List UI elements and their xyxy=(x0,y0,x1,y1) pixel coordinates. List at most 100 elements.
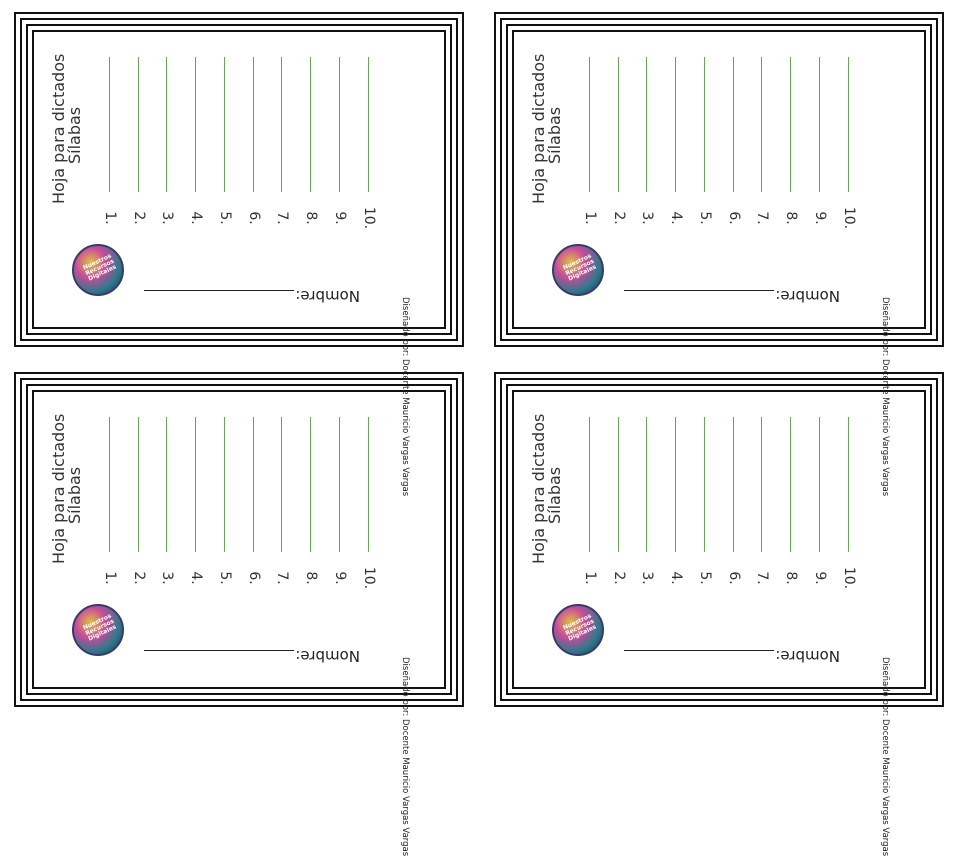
writing-line[interactable] xyxy=(310,417,311,552)
item-number: 5. xyxy=(697,571,713,585)
writing-line[interactable] xyxy=(109,417,110,552)
writing-line[interactable] xyxy=(848,57,849,192)
item-number: 2. xyxy=(131,211,147,225)
card-border xyxy=(26,24,452,335)
writing-line[interactable] xyxy=(339,417,340,552)
item-number: 4. xyxy=(668,211,684,225)
name-line xyxy=(144,290,294,291)
writing-line[interactable] xyxy=(618,57,619,192)
writing-line[interactable] xyxy=(646,57,647,192)
item-number: 9. xyxy=(812,211,828,225)
writing-line[interactable] xyxy=(166,417,167,552)
name-line xyxy=(624,290,774,291)
item-number: 10. xyxy=(361,566,377,590)
writing-line[interactable] xyxy=(704,57,705,192)
writing-line[interactable] xyxy=(339,57,340,192)
writing-line[interactable] xyxy=(618,417,619,552)
worksheet-card: Hoja para dictados Sílabas Diseñado por: D… xyxy=(14,372,464,856)
item-number: 8. xyxy=(303,571,319,585)
logo-text: Nuestros Recursos Digitales xyxy=(81,252,118,283)
writing-line[interactable] xyxy=(790,417,791,552)
name-field[interactable]: Nombre: xyxy=(134,639,360,669)
item-number: 6. xyxy=(726,211,742,225)
worksheet-card: Hoja para dictados Sílabas Diseñado por: D… xyxy=(494,12,944,496)
item-number: 3. xyxy=(159,211,175,225)
writing-line[interactable] xyxy=(675,57,676,192)
writing-line[interactable] xyxy=(675,417,676,552)
card-border xyxy=(494,12,944,347)
writing-line[interactable] xyxy=(109,57,110,192)
worksheet-subtitle: Sílabas xyxy=(545,466,564,524)
writing-line[interactable] xyxy=(138,417,139,552)
item-number: 2. xyxy=(611,211,627,225)
writing-line[interactable] xyxy=(733,417,734,552)
name-field[interactable]: Nombre: xyxy=(614,639,840,669)
item-number: 9. xyxy=(332,211,348,225)
item-number: 10. xyxy=(841,566,857,590)
item-number: 2. xyxy=(611,571,627,585)
card-border xyxy=(32,390,446,689)
writing-line[interactable] xyxy=(368,417,369,552)
credit-text: Diseñado por: Docente Mauricio Vargas Va… xyxy=(400,657,410,856)
name-label: Nombre: xyxy=(295,647,360,665)
item-number: 8. xyxy=(783,211,799,225)
card-border xyxy=(14,372,464,707)
card-border xyxy=(20,378,458,701)
name-label: Nombre: xyxy=(295,287,360,305)
writing-line[interactable] xyxy=(368,57,369,192)
card-border xyxy=(14,12,464,347)
writing-line[interactable] xyxy=(281,417,282,552)
worksheet-subtitle: Sílabas xyxy=(65,466,84,524)
writing-line[interactable] xyxy=(253,57,254,192)
card-border xyxy=(506,24,932,335)
writing-line[interactable] xyxy=(310,57,311,192)
writing-line[interactable] xyxy=(761,57,762,192)
name-field[interactable]: Nombre: xyxy=(134,279,360,309)
writing-line[interactable] xyxy=(646,417,647,552)
writing-line[interactable] xyxy=(589,417,590,552)
item-number: 4. xyxy=(668,571,684,585)
writing-line[interactable] xyxy=(166,57,167,192)
writing-line[interactable] xyxy=(195,417,196,552)
logo-text: Nuestros Recursos Digitales xyxy=(81,612,118,643)
card-border xyxy=(494,372,944,707)
name-label: Nombre: xyxy=(775,647,840,665)
writing-line[interactable] xyxy=(848,417,849,552)
item-number: 9. xyxy=(812,571,828,585)
writing-line[interactable] xyxy=(224,57,225,192)
item-number: 5. xyxy=(217,211,233,225)
writing-line[interactable] xyxy=(733,57,734,192)
item-number: 10. xyxy=(841,206,857,230)
item-number: 5. xyxy=(697,211,713,225)
writing-line[interactable] xyxy=(281,57,282,192)
writing-line[interactable] xyxy=(138,57,139,192)
writing-line[interactable] xyxy=(195,57,196,192)
logo-icon: Nuestros Recursos Digitales xyxy=(72,244,124,296)
logo-icon: Nuestros Recursos Digitales xyxy=(72,604,124,656)
logo-icon: Nuestros Recursos Digitales xyxy=(552,604,604,656)
item-number: 3. xyxy=(639,571,655,585)
item-number: 1. xyxy=(582,211,598,225)
worksheet-subtitle: Sílabas xyxy=(65,106,84,164)
writing-line[interactable] xyxy=(761,417,762,552)
item-number: 7. xyxy=(754,211,770,225)
writing-line[interactable] xyxy=(790,57,791,192)
writing-line[interactable] xyxy=(819,57,820,192)
writing-line[interactable] xyxy=(589,57,590,192)
item-number: 5. xyxy=(217,571,233,585)
writing-line[interactable] xyxy=(224,417,225,552)
item-number: 10. xyxy=(361,206,377,230)
item-number: 2. xyxy=(131,571,147,585)
worksheet-card: Hoja para dictados Sílabas Diseñado por: D… xyxy=(494,372,944,856)
item-number: 8. xyxy=(783,571,799,585)
item-number: 9. xyxy=(332,571,348,585)
item-number: 1. xyxy=(102,571,118,585)
item-number: 4. xyxy=(188,571,204,585)
writing-line[interactable] xyxy=(704,417,705,552)
writing-line[interactable] xyxy=(819,417,820,552)
name-field[interactable]: Nombre: xyxy=(614,279,840,309)
logo-text: Nuestros Recursos Digitales xyxy=(561,612,598,643)
writing-line[interactable] xyxy=(253,417,254,552)
logo-icon: Nuestros Recursos Digitales xyxy=(552,244,604,296)
item-number: 1. xyxy=(102,211,118,225)
